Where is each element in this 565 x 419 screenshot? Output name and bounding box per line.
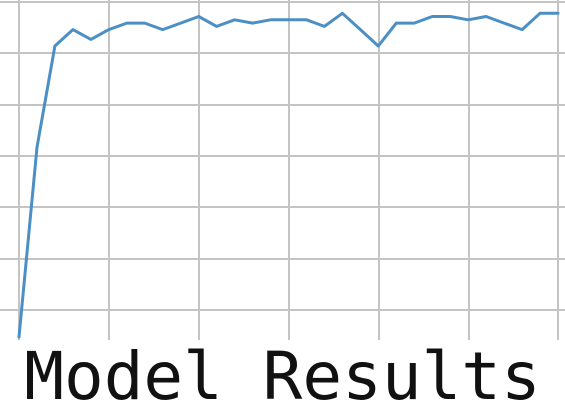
chart-series <box>17 11 560 339</box>
chart-grid <box>0 0 565 340</box>
chart-caption: Model Results <box>24 338 541 415</box>
series-line <box>17 11 560 339</box>
line-chart <box>0 0 565 340</box>
